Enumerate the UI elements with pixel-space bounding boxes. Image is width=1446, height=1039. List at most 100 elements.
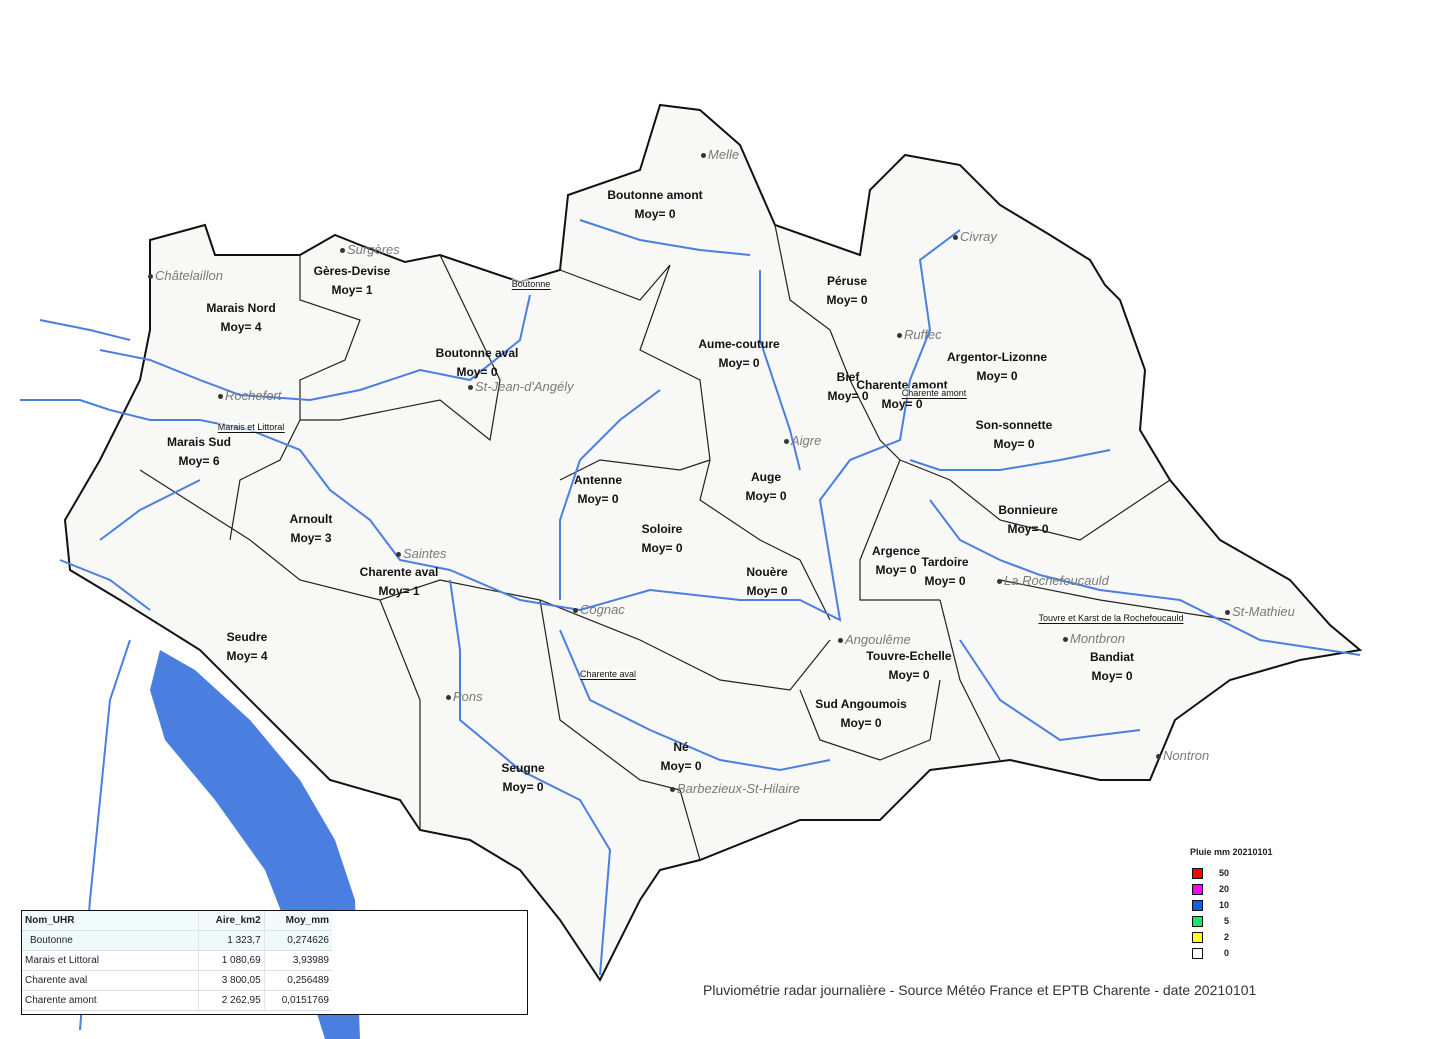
legend-swatch (1192, 947, 1203, 959)
table-cell: 3 800,05 (198, 970, 265, 991)
town-label: Saintes (396, 547, 446, 561)
basin-mean: Moy= 0 (634, 207, 676, 221)
basin-label: Marais Sud Moy= 6 (167, 433, 231, 471)
basin-mean: Moy= 0 (1091, 669, 1133, 683)
basin-name: Touvre-Echelle (866, 649, 952, 663)
basin-mean: Moy= 0 (718, 356, 760, 370)
basin-name: Gères-Devise (313, 264, 391, 278)
town-dot-icon (1063, 637, 1068, 643)
basin-label: Auge Moy= 0 (745, 468, 786, 506)
table-cell: 0,274626 (263, 930, 332, 951)
table-cell: Marais et Littoral (22, 950, 199, 971)
table-cell: 1 080,69 (198, 950, 265, 971)
basin-name: Nouère (746, 565, 788, 579)
legend-title: Pluie mm 20210101 (1190, 847, 1273, 857)
basin-name: Argentor-Lizonne (947, 350, 1047, 364)
basin-name: Arnoult (289, 512, 333, 526)
basin-label: Sud Angoumois Moy= 0 (815, 695, 907, 733)
table-cell: Charente amont (22, 990, 199, 1011)
legend-item: 5 (1190, 913, 1273, 929)
basin-name: Seudre (226, 630, 268, 644)
table-row: Charente amont 2 262,95 0,0151769 (22, 990, 332, 1011)
basin-mean: Moy= 0 (641, 541, 683, 555)
basin-mean: Moy= 0 (888, 668, 930, 682)
basin-mean: Moy= 0 (924, 574, 966, 588)
town-dot-icon (1156, 754, 1161, 760)
basin-label: Tardoire Moy= 0 (921, 553, 968, 591)
basin-name: Sud Angoumois (815, 697, 907, 711)
town-name: Civray (960, 229, 997, 244)
town-label: Surgères (340, 243, 400, 257)
legend-swatch (1192, 899, 1203, 911)
basin-outline (63, 103, 1363, 982)
town-name: La Rochefoucauld (1004, 573, 1109, 588)
town-dot-icon (340, 248, 345, 254)
uhr-summary-table: Nom_UHR Aire_km2 Moy_mm Boutonne 1 323,7 0… (21, 910, 528, 1015)
town-name: Rochefort (225, 388, 282, 403)
basin-label: Argentor-Lizonne Moy= 0 (947, 348, 1047, 386)
legend: Pluie mm 20210101 50 20 10 5 2 0 (1190, 847, 1273, 961)
basin-label: Aume-couture Moy= 0 (698, 335, 779, 373)
town-label: Aigre (784, 434, 821, 448)
town-name: Nontron (1163, 748, 1210, 763)
rivers (20, 219, 1361, 1031)
town-label: Cognac (573, 603, 625, 617)
basin-label: Gères-Devise Moy= 1 (314, 262, 391, 300)
town-label: Barbezieux-St-Hilaire (670, 782, 800, 796)
town-label: Châtelaillon (148, 269, 223, 283)
town-name: Angoulême (845, 632, 911, 647)
basin-name: Son-sonnette (975, 418, 1053, 432)
town-label: St-Mathieu (1225, 605, 1295, 619)
basin-name: Péruse (826, 274, 868, 288)
basin-mean: Moy= 0 (745, 489, 787, 503)
basin-name: Bonnieure (998, 503, 1058, 517)
table-row: Marais et Littoral 1 080,69 3,93989 (22, 950, 332, 971)
basin-mean: Moy= 0 (826, 293, 868, 307)
basin-label: Seugne Moy= 0 (501, 759, 544, 797)
basin-name: Né (673, 740, 689, 754)
legend-item: 2 (1190, 929, 1273, 945)
sub-basin-boundaries (139, 224, 1231, 861)
basin-label: Charente aval Moy= 1 (360, 563, 439, 601)
table-cell: 0,256489 (263, 970, 332, 991)
basin-label: Né Moy= 0 (660, 738, 701, 776)
basin-label: Seudre Moy= 4 (226, 628, 267, 666)
basin-mean: Moy= 0 (746, 584, 788, 598)
basin-name: Bief (836, 370, 860, 384)
basin-mean: Moy= 0 (456, 365, 498, 379)
legend-value: 0 (1223, 948, 1229, 958)
basin-label: Arnoult Moy= 3 (290, 510, 333, 548)
legend-value: 5 (1223, 916, 1229, 926)
town-name: Cognac (580, 602, 625, 617)
uhr-label: Charente aval (579, 669, 637, 680)
legend-value: 10 (1218, 900, 1229, 910)
table-cell: Charente aval (22, 970, 199, 991)
town-dot-icon (897, 333, 902, 339)
table-cell: Boutonne (22, 930, 199, 951)
town-label: Nontron (1156, 749, 1209, 763)
town-dot-icon (148, 274, 153, 280)
town-name: Pons (453, 689, 483, 704)
basin-label: Nouère Moy= 0 (746, 563, 787, 601)
basin-label: Boutonne aval Moy= 0 (436, 344, 519, 382)
basin-label: Bief Moy= 0 (827, 368, 868, 406)
legend-item: 50 (1190, 865, 1273, 881)
town-dot-icon (784, 439, 789, 445)
uhr-label: Boutonne (511, 279, 551, 290)
basin-mean: Moy= 0 (660, 759, 702, 773)
basin-name: Charente aval (359, 565, 439, 579)
basin-mean: Moy= 0 (840, 716, 882, 730)
col-header-nom: Nom_UHR (22, 911, 199, 931)
col-header-aire: Aire_km2 (198, 911, 265, 931)
basin-label: Marais Nord Moy= 4 (206, 299, 275, 337)
basin-mean: Moy= 0 (827, 389, 869, 403)
basin-mean: Moy= 0 (502, 780, 544, 794)
basin-name: Boutonne aval (435, 346, 519, 360)
town-dot-icon (838, 638, 843, 644)
basin-mean: Moy= 0 (875, 563, 917, 577)
basin-label: Péruse Moy= 0 (826, 272, 867, 310)
basin-name: Boutonne amont (607, 188, 703, 202)
table-row: Charente aval 3 800,05 0,256489 (22, 970, 332, 991)
basin-mean: Moy= 0 (1007, 522, 1049, 536)
town-name: Barbezieux-St-Hilaire (677, 781, 800, 796)
